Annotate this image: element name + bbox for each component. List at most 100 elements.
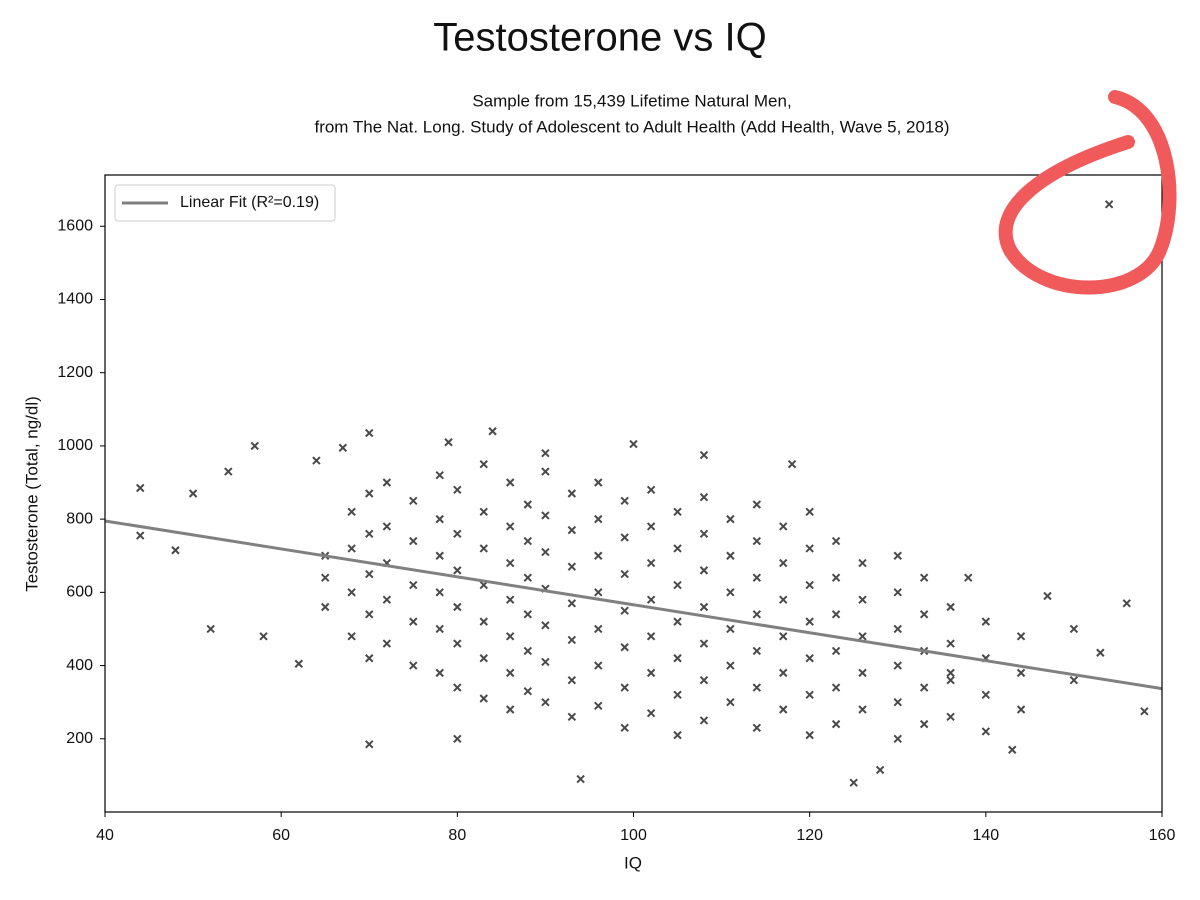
- scatter-point: [453, 485, 462, 495]
- scatter-point: [699, 450, 709, 460]
- scatter-point: [321, 573, 330, 582]
- scatter-point: [699, 716, 709, 725]
- scatter-point: [752, 646, 762, 656]
- scatter-point: [875, 765, 885, 775]
- y-tick-label: 400: [66, 657, 93, 674]
- y-axis-label: Testosterone (Total, ng/dl): [22, 396, 41, 592]
- scatter-point: [567, 525, 577, 535]
- scatter-point: [1069, 675, 1079, 685]
- y-tick-label: 1000: [57, 437, 93, 454]
- scatter-point: [779, 558, 788, 568]
- scatter-point: [1104, 200, 1114, 209]
- scatter-point: [567, 675, 577, 685]
- scatter-point: [673, 730, 682, 740]
- y-tick-label: 600: [66, 584, 93, 601]
- scatter-point: [629, 439, 638, 449]
- scatter-point: [365, 428, 374, 438]
- scatter-point: [188, 489, 198, 498]
- scatter-point: [365, 740, 374, 749]
- scatter-point: [858, 668, 867, 678]
- scatter-point: [946, 602, 955, 612]
- scatter-point: [673, 544, 682, 553]
- scatter-point: [224, 467, 233, 476]
- scatter-point: [365, 654, 374, 663]
- scatter-point: [541, 621, 550, 630]
- scatter-point: [620, 569, 629, 579]
- scatter-point: [453, 566, 462, 575]
- scatter-point: [488, 427, 497, 436]
- scatter-point: [505, 595, 515, 604]
- scatter-point: [594, 551, 603, 560]
- scatter-point: [752, 536, 762, 546]
- scatter-point: [893, 697, 902, 707]
- scatter-point: [541, 467, 550, 476]
- scatter-point: [893, 624, 902, 634]
- scatter-point: [831, 536, 841, 546]
- scatter-point: [435, 668, 444, 678]
- scatter-point: [567, 489, 577, 498]
- scatter-point: [620, 496, 629, 506]
- scatter-point: [382, 639, 392, 648]
- scatter-point: [347, 588, 356, 597]
- scatter-point: [365, 529, 374, 538]
- scatter-point: [479, 544, 488, 553]
- scatter-point: [347, 632, 356, 641]
- scatter-point: [541, 547, 550, 557]
- scatter-point: [646, 632, 656, 641]
- scatter-point: [453, 734, 462, 743]
- scatter-point: [919, 610, 929, 619]
- scatter-point: [1043, 591, 1052, 601]
- scatter-point: [919, 573, 929, 582]
- scatter-point: [505, 558, 515, 568]
- scatter-point: [479, 617, 488, 626]
- x-tick-label: 80: [448, 827, 466, 844]
- chart-subtitle: Sample from 15,439 Lifetime Natural Men,: [472, 91, 791, 110]
- scatter-point: [505, 668, 515, 678]
- scatter-point: [1008, 745, 1017, 754]
- scatter-point: [726, 697, 735, 707]
- scatter-point: [831, 683, 841, 692]
- scatter-point: [382, 478, 392, 487]
- scatter-point: [409, 580, 418, 590]
- scatter-point: [435, 551, 444, 560]
- scatter-point: [594, 661, 603, 670]
- scatter-point: [946, 668, 955, 678]
- legend: Linear Fit (R²=0.19): [114, 184, 336, 222]
- scatter-point: [409, 661, 418, 670]
- scatter-point: [699, 566, 709, 575]
- scatter-point: [409, 617, 418, 626]
- scatter-point: [1069, 624, 1079, 634]
- chart-title: Testosterone vs IQ: [433, 16, 766, 60]
- scatter-point: [576, 774, 585, 784]
- scatter-point: [858, 595, 867, 604]
- y-tick-label: 1200: [57, 364, 93, 381]
- scatter-point: [779, 595, 788, 604]
- y-tick-label: 800: [66, 510, 93, 527]
- scatter-point: [964, 573, 973, 582]
- scatter-point: [523, 573, 533, 582]
- scatter-point: [981, 690, 991, 700]
- scatter-point: [505, 522, 515, 531]
- scatter-point: [567, 562, 577, 571]
- scatter-point: [365, 610, 374, 619]
- scatter-point: [594, 588, 603, 597]
- scatter-point: [893, 551, 902, 560]
- scatter-point: [946, 675, 955, 685]
- scatter-point: [673, 617, 682, 626]
- scatter-point: [787, 460, 797, 469]
- x-tick-label: 140: [972, 827, 999, 844]
- scatter-point: [646, 558, 656, 568]
- scatter-point: [831, 573, 841, 582]
- scatter-point: [752, 610, 762, 619]
- scatter-point: [620, 606, 629, 615]
- scatter-point: [453, 683, 462, 692]
- scatter-point: [779, 632, 788, 641]
- scatter-point: [435, 588, 444, 597]
- scatter-point: [409, 536, 418, 546]
- scatter-point: [541, 697, 550, 707]
- scatter-point: [699, 492, 709, 502]
- scatter-point: [805, 690, 814, 700]
- scatter-point: [347, 544, 356, 553]
- scatter-point: [1122, 599, 1131, 608]
